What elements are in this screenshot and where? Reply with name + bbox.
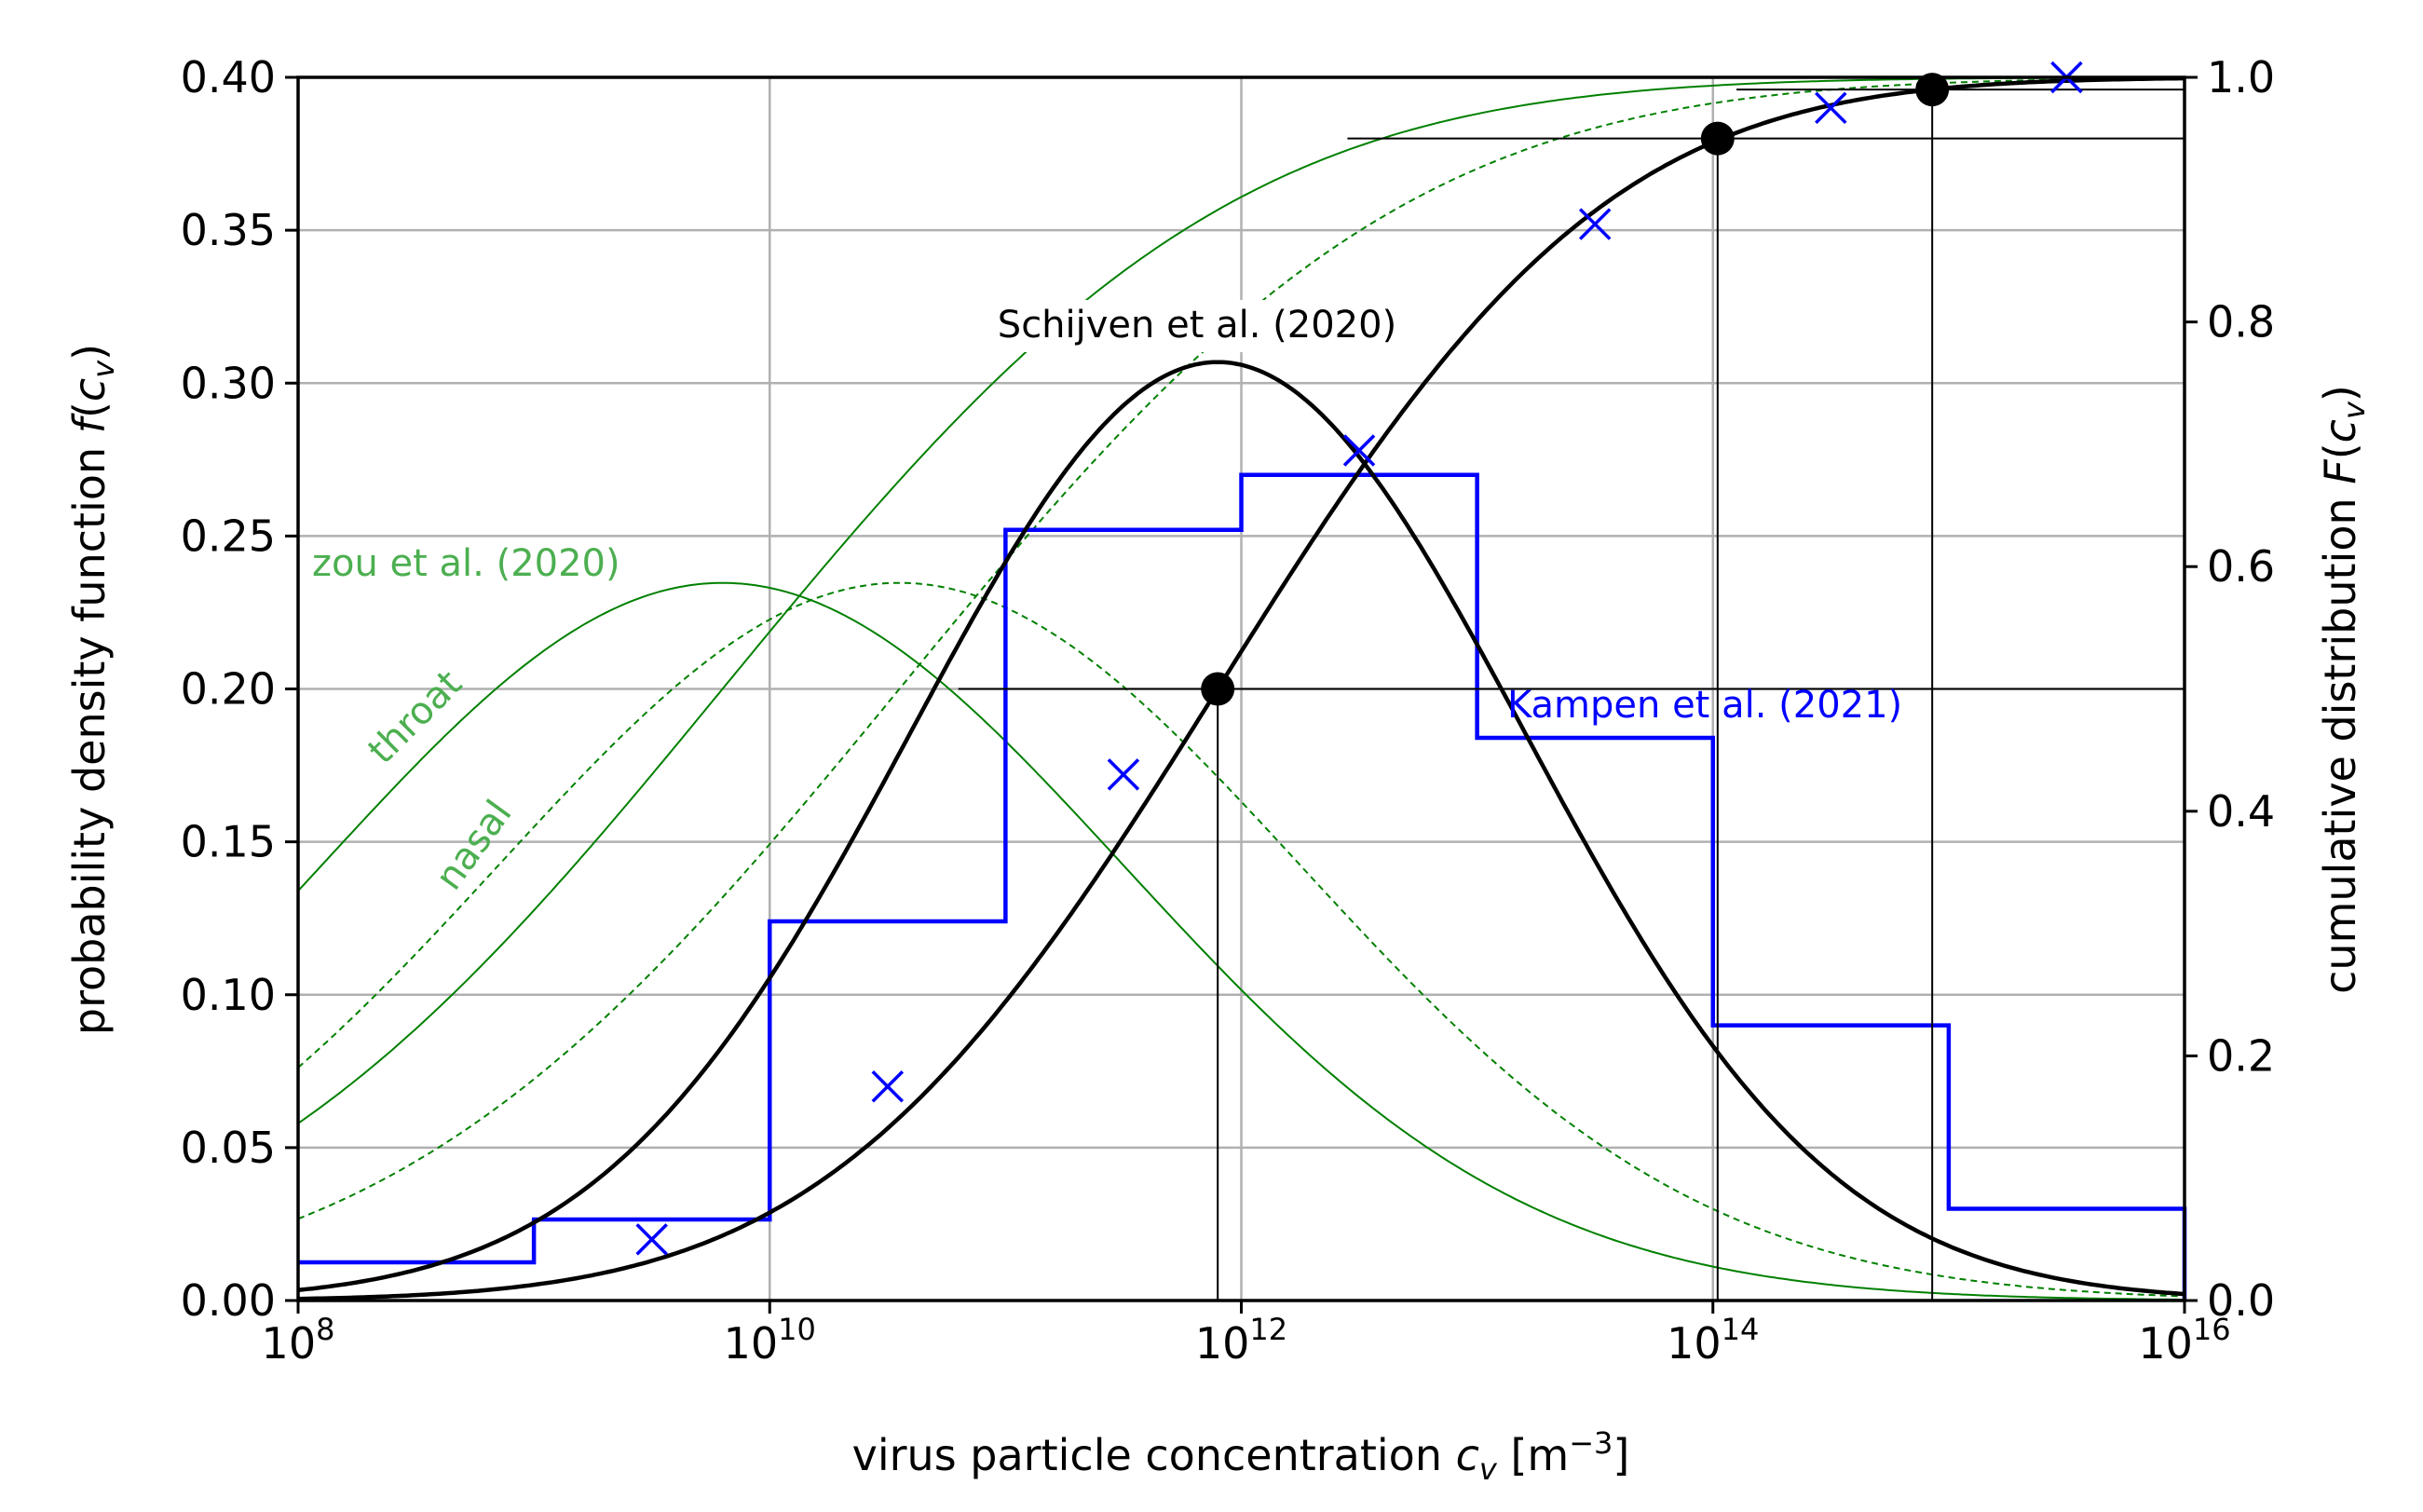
zou-label: zou et al. (2020) bbox=[312, 542, 620, 585]
x-axis-label-var: c bbox=[1456, 1430, 1479, 1480]
y-axis-right-label: cumulative distribution F(cv) bbox=[2315, 385, 2372, 994]
schijven-percentile-marker bbox=[1915, 73, 1950, 107]
y-left-tick-label: 0.15 bbox=[181, 817, 276, 867]
grid bbox=[298, 77, 2185, 1301]
zou-throat-pdf bbox=[297, 581, 2185, 1301]
y-axis-left-label: probability density function f(cv) bbox=[64, 344, 121, 1035]
y-left-tick-label: 0.00 bbox=[181, 1275, 276, 1326]
x-tick-label: 108 bbox=[262, 1312, 335, 1369]
y-axis-right-label-var: F bbox=[2315, 459, 2365, 484]
y-axis-left-label-open: ( bbox=[64, 402, 115, 418]
y-axis-right-label-open: ( bbox=[2315, 443, 2365, 459]
schijven-percentile-marker bbox=[1201, 672, 1235, 706]
x-tick-label: 1010 bbox=[724, 1312, 816, 1369]
zou-throat-cdf bbox=[297, 76, 2185, 1124]
y-left-tick-label: 0.30 bbox=[181, 358, 276, 408]
x-axis-label-text: virus particle concentration bbox=[852, 1430, 1442, 1480]
zou-nasal-pdf bbox=[297, 581, 2185, 1298]
x-tick-label: 1014 bbox=[1667, 1312, 1759, 1369]
kampen-cdf-marker bbox=[1815, 91, 1847, 125]
y-axis-left-label-arg: c bbox=[64, 378, 115, 402]
kampen-cdf-marker bbox=[1578, 208, 1612, 240]
y-axis-right-label-arg: c bbox=[2315, 419, 2365, 443]
x-axis: 108 1010 1012 1014 1016 bbox=[262, 1301, 2231, 1369]
y-left-tick-label: 0.10 bbox=[181, 970, 276, 1020]
schijven-label-bg bbox=[941, 300, 1453, 352]
y-left-tick-label: 0.35 bbox=[181, 205, 276, 255]
x-tick-label: 1012 bbox=[1195, 1312, 1287, 1369]
y-right-tick-label: 0.2 bbox=[2207, 1030, 2275, 1081]
y-axis-right: 0.0 0.2 0.4 0.6 0.8 1.0 bbox=[2185, 52, 2275, 1326]
y-left-tick-label: 0.40 bbox=[181, 52, 276, 102]
y-axis-left-label-text: probability density function bbox=[64, 433, 115, 1035]
schijven-label: Schijven et al. (2020) bbox=[998, 304, 1396, 347]
schijven-pdf bbox=[297, 360, 2185, 1297]
y-right-tick-label: 0.8 bbox=[2207, 297, 2275, 347]
y-axis-left: 0.00 0.05 0.10 0.15 0.20 0.25 0.30 0.35 0.40 bbox=[181, 52, 298, 1326]
y-axis-right-label-close: ) bbox=[2315, 385, 2365, 402]
y-axis-left-label-sub: v bbox=[86, 360, 121, 378]
y-left-tick-label: 0.05 bbox=[181, 1123, 276, 1173]
kampen-cdf-marker bbox=[1107, 758, 1140, 791]
plot-area bbox=[297, 75, 2187, 1301]
y-right-tick-label: 0.4 bbox=[2207, 786, 2275, 837]
y-axis-right-label-sub: v bbox=[2336, 401, 2372, 419]
kampen-label: Kampen et al. (2021) bbox=[1507, 684, 1902, 727]
schijven-percentile-marker bbox=[1700, 121, 1735, 156]
x-axis-label: virus particle concentration cv [m−3] bbox=[852, 1425, 1630, 1487]
y-right-tick-label: 0.0 bbox=[2207, 1275, 2275, 1326]
y-right-tick-label: 1.0 bbox=[2207, 52, 2275, 102]
y-axis-right-label-text: cumulative distribution bbox=[2315, 484, 2365, 994]
kampen-cdf-marker bbox=[871, 1069, 905, 1103]
kampen-histogram bbox=[298, 472, 2187, 1301]
kampen-cdf-marker bbox=[1342, 434, 1376, 467]
y-axis-left-label-close: ) bbox=[64, 344, 115, 361]
y-right-tick-label: 0.6 bbox=[2207, 541, 2275, 592]
y-left-tick-label: 0.20 bbox=[181, 664, 276, 715]
x-axis-label-unit-open: [m bbox=[1497, 1430, 1569, 1480]
schijven-cdf bbox=[297, 75, 2185, 1301]
x-tick-label: 1016 bbox=[2138, 1312, 2230, 1369]
x-axis-label-sub: v bbox=[1479, 1451, 1498, 1487]
x-axis-label-unit-close: ] bbox=[1613, 1430, 1629, 1480]
kampen-cdf-marker bbox=[635, 1223, 668, 1256]
x-axis-label-unit-exp: −3 bbox=[1569, 1425, 1613, 1461]
y-left-tick-label: 0.25 bbox=[181, 511, 276, 561]
